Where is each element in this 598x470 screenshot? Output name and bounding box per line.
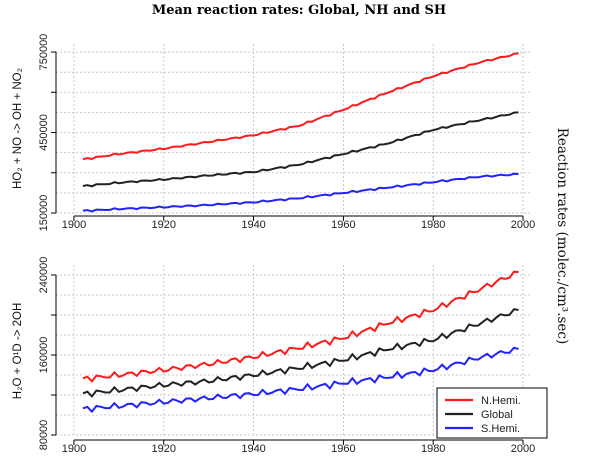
y-tick-label: 240000 [38, 257, 50, 294]
x-tick-label: 1960 [331, 443, 355, 455]
y-tick-label: 750000 [38, 34, 50, 71]
legend-label: N.Hemi. [481, 395, 521, 407]
x-tick-label: 1940 [241, 443, 265, 455]
series-line-nh [83, 53, 519, 159]
legend-label: S.Hemi. [481, 423, 520, 435]
figure-title: Mean reaction rates: Global, NH and SH [152, 3, 446, 18]
legend: N.Hemi. Global S.Hemi. [437, 388, 547, 438]
y-tick-label: 80000 [38, 420, 50, 451]
x-tick-label: 2000 [511, 443, 535, 455]
right-axis-label: Reaction rates (molec./cm³.sec) [554, 128, 570, 344]
x-tick-label: 1920 [152, 219, 176, 231]
y-tick-label: 450000 [38, 114, 50, 151]
x-tick-label: 1900 [62, 443, 86, 455]
x-tick-label: 1900 [62, 219, 86, 231]
x-tick-label: 1960 [331, 219, 355, 231]
legend-label: Global [481, 409, 513, 421]
series-line-global [83, 112, 519, 186]
y-tick-label: 150000 [38, 195, 50, 232]
panel-top: 1900 1920 1940 1960 1980 2000 150000 450000 7500… [12, 34, 535, 232]
x-tick-label: 1920 [152, 443, 176, 455]
y-axis-label: H₂O + O¹D -> 2OH [12, 303, 24, 399]
x-tick-label: 1980 [421, 443, 445, 455]
x-tick-label: 1940 [241, 219, 265, 231]
x-tick-label: 2000 [511, 219, 535, 231]
series-line-global [83, 309, 519, 396]
y-axis-label: HO₂ + NO -> OH + NO₂ [12, 68, 24, 189]
x-tick-label: 1980 [421, 219, 445, 231]
y-tick-label: 160000 [38, 337, 50, 374]
